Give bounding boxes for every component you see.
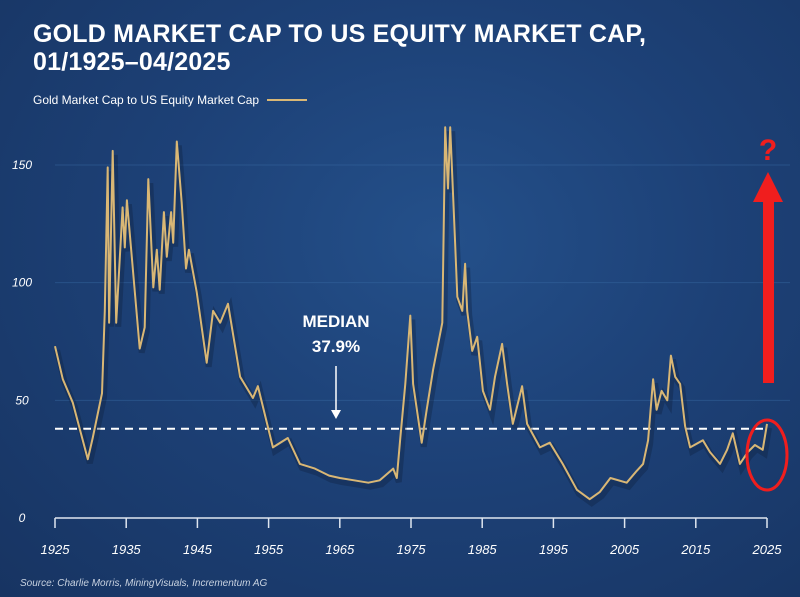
x-tick-label: 2015 (680, 542, 711, 557)
x-tick-label: 1935 (112, 542, 142, 557)
series-shadow (54, 131, 772, 507)
question-mark: ? (759, 134, 777, 167)
y-tick-label: 100 (12, 276, 32, 290)
x-tick-label: 2005 (609, 542, 640, 557)
x-tick-label: 1995 (539, 542, 569, 557)
x-tick-label: 1965 (325, 542, 355, 557)
source-note: Source: Charlie Morris, MiningVisuals, I… (20, 578, 268, 589)
y-tick-label: 50 (15, 393, 29, 407)
x-tick-label: 1945 (183, 542, 213, 557)
title-line-1: GOLD MARKET CAP TO US EQUITY MARKET CAP, (33, 20, 647, 48)
series-line-gold-to-equity (54, 126, 768, 501)
red-up-arrow (753, 172, 783, 383)
highlight-circle (745, 418, 789, 492)
legend-swatch (267, 99, 308, 101)
median-pointer-arrow (331, 366, 341, 419)
y-tick-label: 0 (19, 511, 26, 525)
x-tick-label: 2025 (752, 542, 783, 557)
title-line-2: 01/1925–04/2025 (33, 48, 231, 76)
x-tick-label: 1955 (254, 542, 284, 557)
x-tick-label: 1925 (41, 542, 71, 557)
median-value-label: 37.9% (312, 337, 360, 356)
x-tick-label: 1975 (397, 542, 427, 557)
y-tick-label: 150 (12, 158, 32, 172)
legend-label: Gold Market Cap to US Equity Market Cap (33, 93, 260, 107)
median-label: MEDIAN (302, 312, 369, 331)
x-tick-label: 1985 (468, 542, 498, 557)
chart-title: GOLD MARKET CAP TO US EQUITY MARKET CAP,… (33, 20, 646, 76)
legend: Gold Market Cap to US Equity Market Cap (33, 93, 308, 107)
